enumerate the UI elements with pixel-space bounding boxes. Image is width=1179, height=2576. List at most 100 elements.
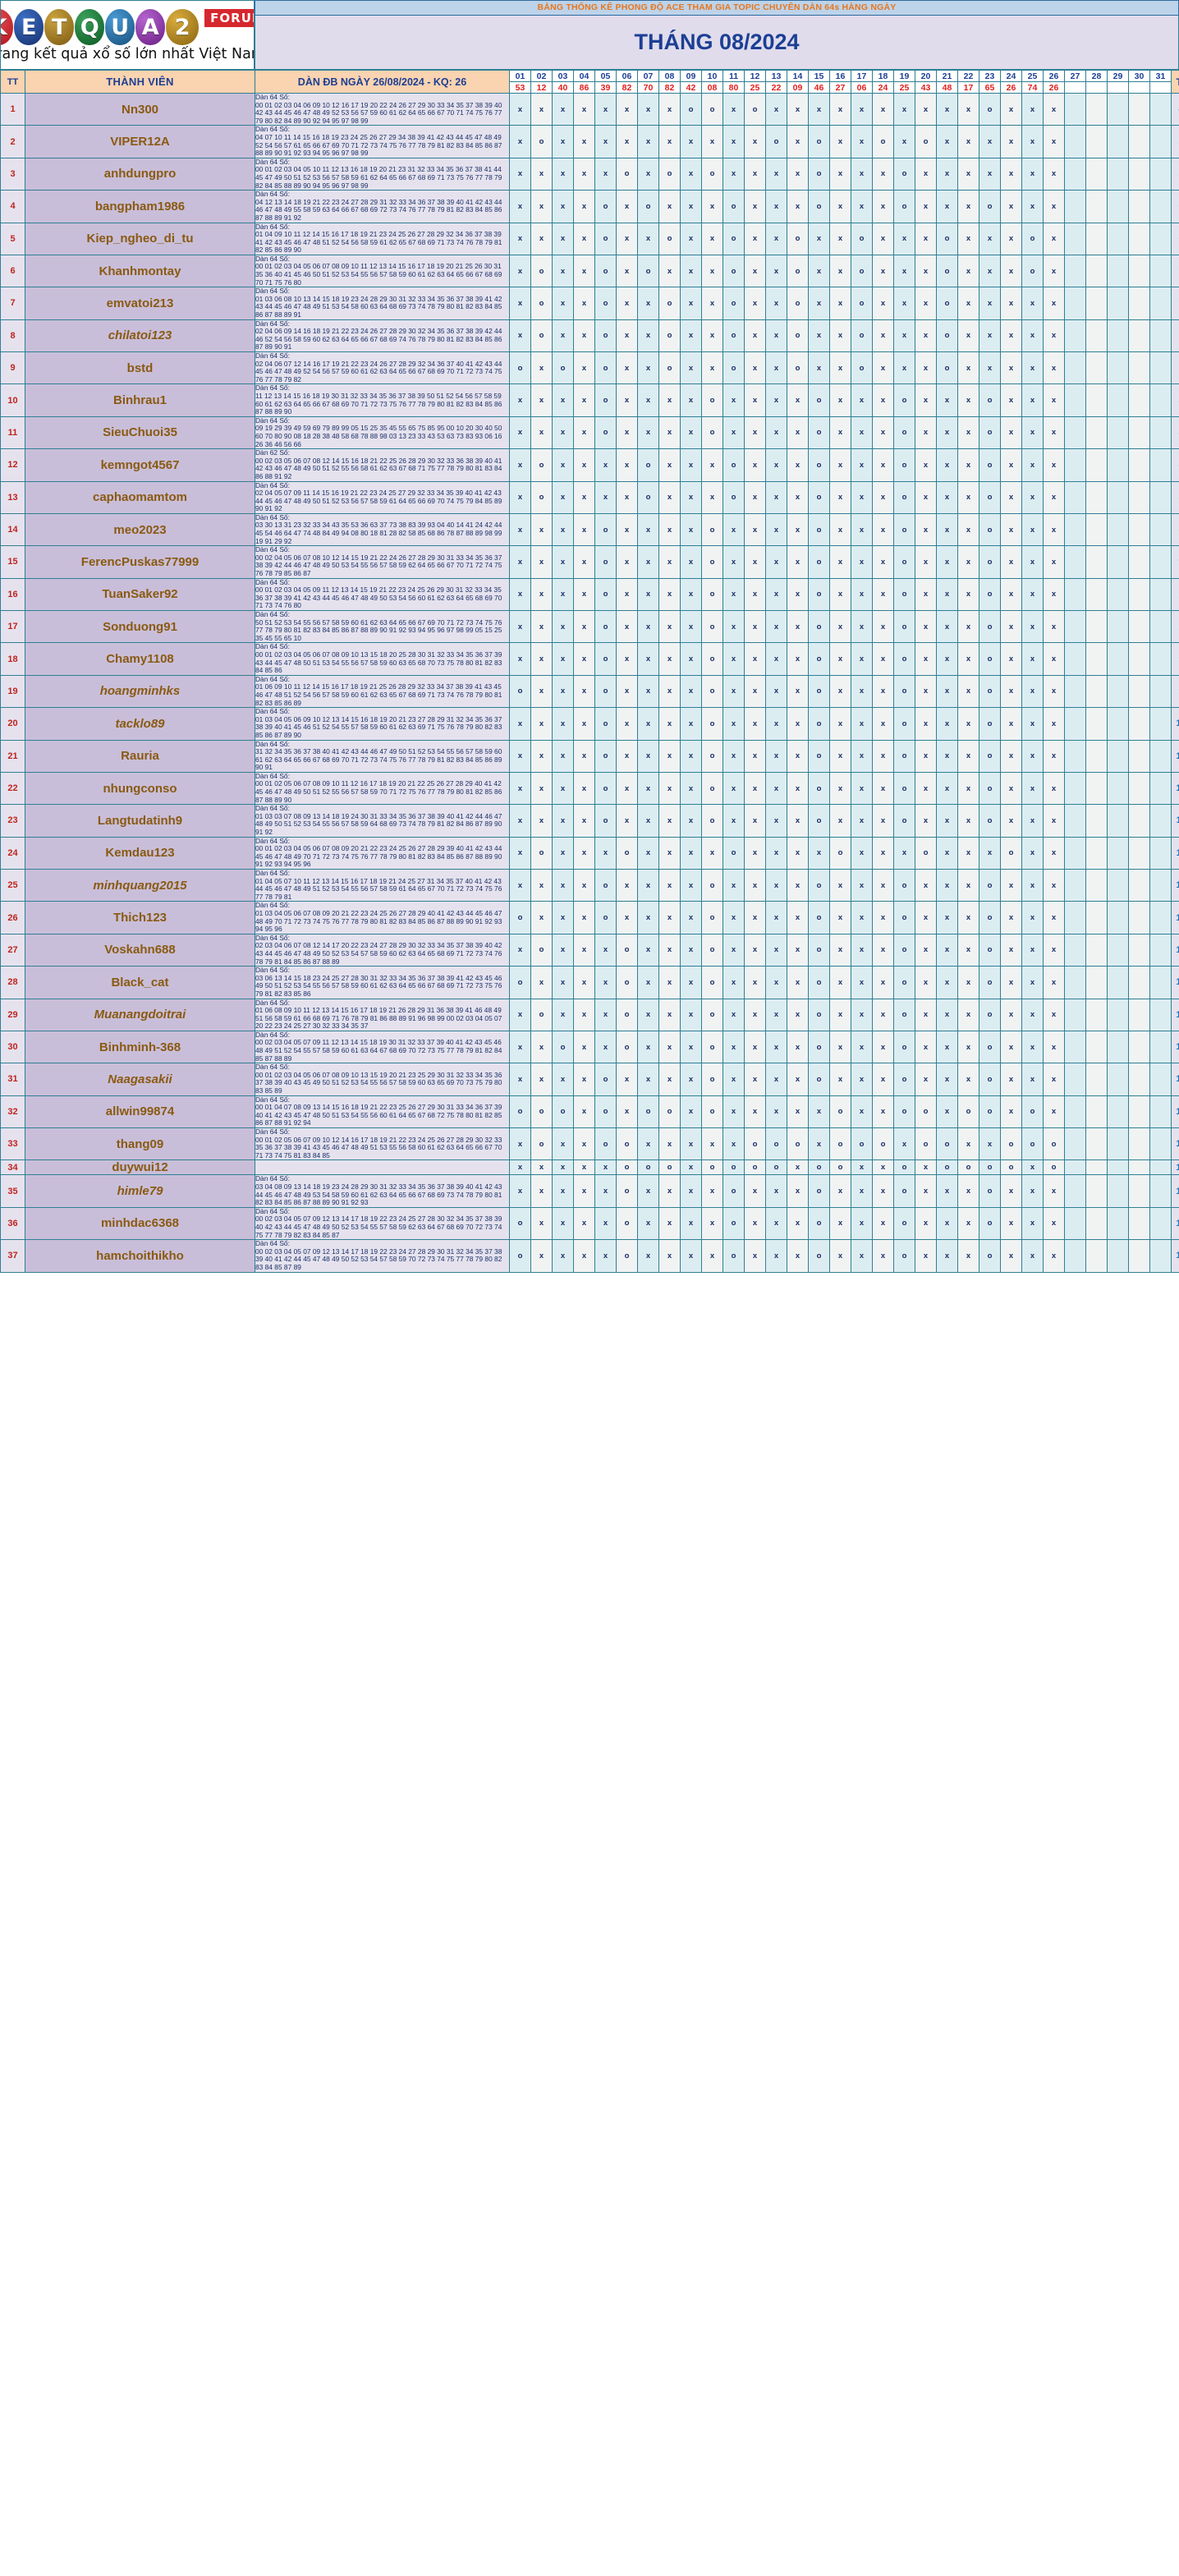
mark-cell-24[interactable]: o xyxy=(1000,836,1022,870)
mark-cell-28[interactable] xyxy=(1085,1127,1108,1161)
mark-cell-30[interactable] xyxy=(1128,998,1150,1031)
mark-cell-22[interactable]: x xyxy=(957,287,979,320)
mark-cell-16[interactable]: x xyxy=(829,1239,851,1273)
mark-cell-26[interactable]: x xyxy=(1043,1206,1065,1241)
mark-cell-28[interactable] xyxy=(1085,222,1108,255)
mark-cell-21[interactable]: x xyxy=(936,771,958,806)
mark-cell-25[interactable]: o xyxy=(1021,254,1044,288)
mark-cell-17[interactable]: x xyxy=(851,1239,873,1273)
mark-cell-28[interactable] xyxy=(1085,480,1108,514)
mark-cell-08[interactable]: x xyxy=(658,383,681,417)
mark-cell-01[interactable]: o xyxy=(509,966,531,999)
mark-cell-08[interactable]: x xyxy=(658,190,681,223)
mark-cell-03[interactable]: x xyxy=(552,1159,574,1176)
mark-cell-12[interactable]: x xyxy=(744,836,766,870)
mark-cell-25[interactable]: x xyxy=(1021,933,1044,967)
mark-cell-31[interactable] xyxy=(1149,190,1172,223)
mark-cell-04[interactable]: x xyxy=(573,674,595,709)
mark-cell-08[interactable]: x xyxy=(658,545,681,579)
mark-cell-24[interactable]: x xyxy=(1000,92,1022,126)
mark-cell-20[interactable]: x xyxy=(915,319,937,353)
mark-cell-12[interactable]: x xyxy=(744,868,766,902)
mark-cell-23[interactable]: o xyxy=(979,707,1001,741)
mark-cell-29[interactable] xyxy=(1107,287,1129,320)
mark-cell-06[interactable]: x xyxy=(616,254,638,288)
mark-cell-24[interactable]: x xyxy=(1000,190,1022,223)
mark-cell-08[interactable]: x xyxy=(658,416,681,450)
mark-cell-20[interactable]: x xyxy=(915,480,937,514)
mark-cell-07[interactable]: o xyxy=(637,480,659,514)
mark-cell-13[interactable]: x xyxy=(765,92,787,126)
mark-cell-11[interactable]: o xyxy=(723,351,745,385)
mark-cell-19[interactable]: x xyxy=(893,351,915,385)
mark-cell-24[interactable]: x xyxy=(1000,448,1022,482)
mark-cell-14[interactable]: x xyxy=(787,383,809,417)
mark-cell-22[interactable]: x xyxy=(957,966,979,999)
mark-cell-17[interactable]: o xyxy=(851,351,873,385)
mark-cell-09[interactable]: x xyxy=(680,1239,702,1273)
mark-cell-09[interactable]: x xyxy=(680,1063,702,1096)
mark-cell-03[interactable]: x xyxy=(552,92,574,126)
mark-cell-29[interactable] xyxy=(1107,1030,1129,1064)
mark-cell-19[interactable]: o xyxy=(893,739,915,773)
mark-cell-07[interactable]: x xyxy=(637,287,659,320)
mark-cell-07[interactable]: x xyxy=(637,966,659,999)
mark-cell-19[interactable]: o xyxy=(893,157,915,191)
mark-cell-18[interactable]: x xyxy=(872,480,894,514)
mark-cell-26[interactable]: x xyxy=(1043,545,1065,579)
mark-cell-08[interactable]: o xyxy=(658,1095,681,1129)
mark-cell-14[interactable]: x xyxy=(787,1063,809,1096)
mark-cell-05[interactable]: o xyxy=(594,319,617,353)
mark-cell-19[interactable]: o xyxy=(893,1063,915,1096)
mark-cell-10[interactable]: o xyxy=(701,804,723,838)
mark-cell-23[interactable]: o xyxy=(979,1030,1001,1064)
mark-cell-26[interactable]: x xyxy=(1043,998,1065,1031)
mark-cell-04[interactable]: x xyxy=(573,1127,595,1161)
member-name[interactable]: chilatoi123 xyxy=(25,319,255,353)
mark-cell-31[interactable] xyxy=(1149,771,1172,806)
mark-cell-30[interactable] xyxy=(1128,1174,1150,1208)
mark-cell-04[interactable]: x xyxy=(573,739,595,773)
mark-cell-10[interactable]: o xyxy=(701,416,723,450)
mark-cell-16[interactable]: x xyxy=(829,868,851,902)
mark-cell-31[interactable] xyxy=(1149,901,1172,934)
mark-cell-15[interactable]: o xyxy=(808,480,830,514)
mark-cell-13[interactable]: x xyxy=(765,577,787,612)
mark-cell-27[interactable] xyxy=(1064,512,1086,547)
mark-cell-13[interactable]: x xyxy=(765,222,787,255)
mark-cell-31[interactable] xyxy=(1149,448,1172,482)
mark-cell-27[interactable] xyxy=(1064,933,1086,967)
mark-cell-10[interactable]: o xyxy=(701,642,723,676)
mark-cell-11[interactable]: x xyxy=(723,998,745,1031)
mark-cell-26[interactable]: x xyxy=(1043,1063,1065,1096)
mark-cell-08[interactable]: x xyxy=(658,674,681,709)
mark-cell-26[interactable]: x xyxy=(1043,674,1065,709)
mark-cell-10[interactable]: o xyxy=(701,674,723,709)
mark-cell-22[interactable]: x xyxy=(957,92,979,126)
mark-cell-23[interactable]: x xyxy=(979,254,1001,288)
mark-cell-14[interactable]: x xyxy=(787,1174,809,1208)
mark-cell-27[interactable] xyxy=(1064,1174,1086,1208)
mark-cell-25[interactable]: x xyxy=(1021,157,1044,191)
mark-cell-26[interactable]: x xyxy=(1043,901,1065,934)
member-name[interactable]: bangpham1986 xyxy=(25,190,255,223)
mark-cell-19[interactable]: o xyxy=(893,1174,915,1208)
mark-cell-30[interactable] xyxy=(1128,416,1150,450)
member-name[interactable]: Binhminh-368 xyxy=(25,1030,255,1064)
mark-cell-19[interactable]: o xyxy=(893,190,915,223)
mark-cell-11[interactable]: o xyxy=(723,836,745,870)
mark-cell-17[interactable]: x xyxy=(851,1095,873,1129)
mark-cell-04[interactable]: x xyxy=(573,222,595,255)
mark-cell-08[interactable]: x xyxy=(658,933,681,967)
mark-cell-22[interactable]: x xyxy=(957,609,979,644)
mark-cell-25[interactable]: x xyxy=(1021,125,1044,158)
mark-cell-23[interactable]: o xyxy=(979,804,1001,838)
mark-cell-05[interactable]: o xyxy=(594,383,617,417)
mark-cell-11[interactable]: o xyxy=(723,1159,745,1176)
mark-cell-06[interactable]: x xyxy=(616,868,638,902)
mark-cell-21[interactable]: x xyxy=(936,512,958,547)
mark-cell-23[interactable]: o xyxy=(979,739,1001,773)
mark-cell-18[interactable]: o xyxy=(872,1127,894,1161)
mark-cell-01[interactable]: x xyxy=(509,287,531,320)
mark-cell-20[interactable]: x xyxy=(915,222,937,255)
